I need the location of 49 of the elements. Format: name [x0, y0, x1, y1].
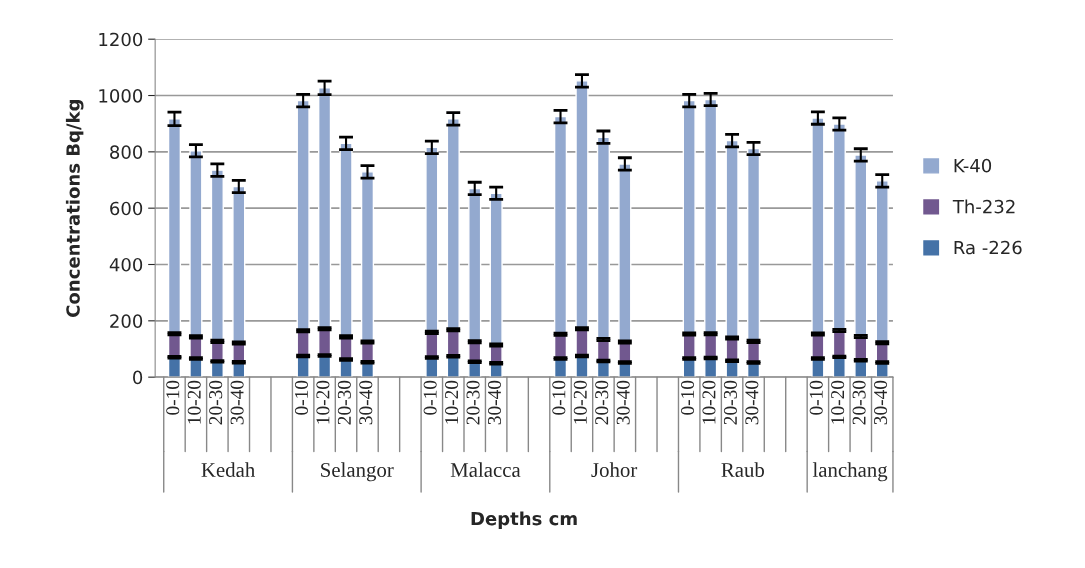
x-tick-label: 10-20 [187, 380, 201, 424]
x-tick-label: 0-10 [809, 380, 823, 415]
x-axis-title: Depths cm [471, 511, 577, 529]
x-tick-label: 0-10 [423, 380, 437, 415]
y-tick-label: 1200 [99, 32, 143, 47]
x-tick-label: 10-20 [831, 380, 845, 424]
x-tick-label: 20-30 [595, 380, 609, 425]
legend-label: Th-232 [952, 199, 1015, 214]
bar [167, 356, 182, 378]
bar [296, 355, 310, 378]
y-axis-title: Concentrations Bq/kg [65, 100, 84, 317]
x-tick-label: 20-30 [337, 380, 351, 425]
x-tick-label: 30-40 [487, 380, 502, 425]
text: lanchang [812, 462, 888, 482]
x-tick-label: 10-20 [702, 380, 716, 424]
y-tick-label: 0 [133, 370, 143, 385]
text: Kedah [201, 462, 255, 477]
legend-label: Ra -226 [954, 240, 1022, 255]
text: Malacca [450, 462, 521, 477]
y-tick-label: 400 [109, 257, 143, 272]
text: Johor [591, 462, 638, 477]
x-tick-label: 0-10 [294, 380, 309, 415]
x-tick-label: 20-30 [466, 380, 480, 425]
x-tick-label: 0-10 [552, 380, 566, 415]
x-tick-label: 10-20 [445, 380, 459, 424]
x-tick-label: 0-10 [680, 380, 695, 415]
bar [575, 355, 589, 378]
y-tick-label: 200 [110, 314, 143, 328]
x-tick-label: 0-10 [166, 380, 180, 415]
text: Raub [721, 462, 765, 477]
x-tick-label: 10-20 [573, 380, 587, 424]
bar [682, 99, 696, 335]
x-tick-label: 30-40 [359, 380, 373, 425]
x-tick-label: 10-20 [316, 380, 330, 424]
y-tick-label: 1000 [99, 88, 143, 103]
x-tick-label: 20-30 [209, 380, 223, 425]
bar [232, 185, 246, 344]
y-tick-label: 800 [110, 145, 143, 159]
bar [489, 192, 503, 346]
x-tick-label: 30-40 [230, 380, 244, 425]
x-tick-label: 30-40 [873, 380, 888, 425]
x-tick-label: 30-40 [745, 380, 759, 425]
y-tick-label: 600 [110, 201, 143, 216]
bar [811, 117, 825, 335]
x-tick-label: 20-30 [852, 380, 866, 425]
x-tick-label: 20-30 [723, 380, 737, 425]
x-tick-label: 30-40 [616, 380, 630, 425]
legend-label: K-40 [954, 158, 992, 173]
text: Selangor [321, 462, 394, 482]
